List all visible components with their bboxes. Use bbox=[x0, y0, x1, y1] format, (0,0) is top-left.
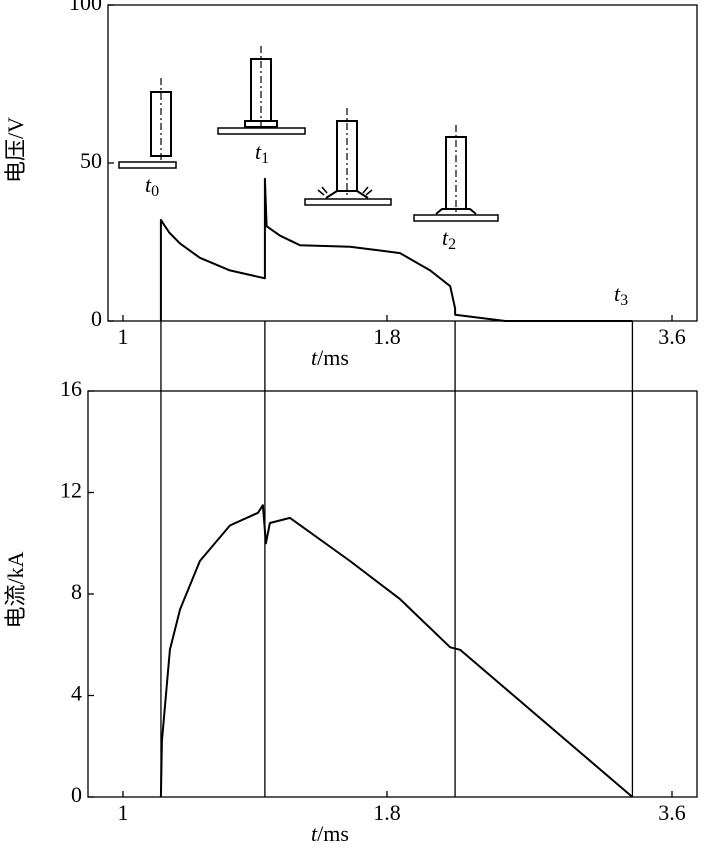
x-axis-label: t/ms bbox=[311, 821, 349, 846]
data-line bbox=[159, 504, 634, 798]
y-tick-label: 8 bbox=[71, 579, 82, 604]
x-tick-label: 3.6 bbox=[658, 800, 686, 825]
y-tick-label: 100 bbox=[69, 0, 102, 15]
x-tick-label: 1.8 bbox=[373, 324, 401, 349]
marker-label: t2 bbox=[442, 225, 456, 253]
data-line bbox=[159, 177, 633, 322]
electrode-icons bbox=[118, 46, 499, 222]
electrode-t2 bbox=[413, 125, 499, 222]
y-tick-label: 16 bbox=[60, 376, 82, 401]
x-tick-label: 1 bbox=[118, 324, 129, 349]
x-tick-label: 1 bbox=[118, 800, 129, 825]
plot-frame bbox=[107, 4, 698, 322]
plots: 0 50 100 1 1.8 3.6 0 4 8 12 16 1 1.8 3.6 bbox=[60, 0, 698, 825]
electrode-t0 bbox=[118, 78, 177, 169]
y-tick-label: 50 bbox=[80, 148, 102, 173]
y-tick-label: 4 bbox=[71, 681, 82, 706]
y-axis-label: 电流/kA bbox=[3, 551, 28, 628]
marker-label: t3 bbox=[614, 281, 628, 309]
x-tick-label: 3.6 bbox=[658, 324, 686, 349]
x-axis-label: t/ms bbox=[311, 345, 349, 370]
marker-label: t0 bbox=[145, 172, 159, 200]
electrode-mid bbox=[304, 108, 392, 206]
electrode-t1 bbox=[217, 46, 306, 135]
y-tick-label: 0 bbox=[71, 782, 82, 807]
marker-label: t1 bbox=[255, 139, 269, 167]
x-tick-label: 1.8 bbox=[373, 800, 401, 825]
y-tick-label: 12 bbox=[60, 478, 82, 503]
y-tick-label: 0 bbox=[91, 306, 102, 331]
y-axis-label: 电压/V bbox=[3, 117, 28, 183]
